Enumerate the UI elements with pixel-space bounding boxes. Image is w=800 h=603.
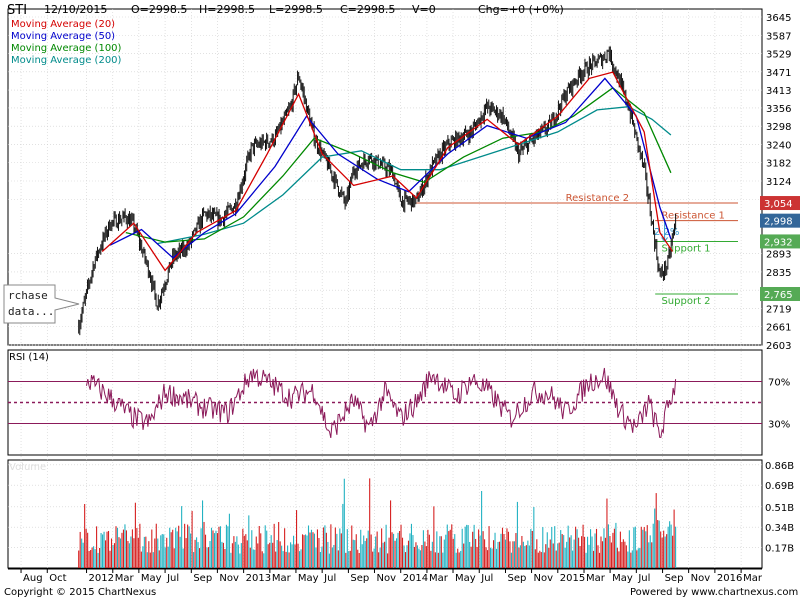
time-tick-label: 2014 [403, 573, 428, 584]
price-tag-label: 2,765 [764, 290, 793, 301]
low-value: L=2998.5 [269, 3, 323, 16]
price-tag-box [760, 234, 800, 249]
time-tick-label: Oct [49, 573, 66, 584]
time-tick-label: Mar [429, 573, 449, 584]
price-tick-label: 3645 [766, 13, 791, 24]
level-label: Resistance 1 [661, 211, 724, 222]
price-tick-label: 3529 [766, 50, 791, 61]
time-tick-label: Jul [480, 573, 493, 584]
time-tick-label: Mar [115, 573, 135, 584]
volume-tick-label: 0.34B [765, 523, 794, 534]
legend-ma200: Moving Average (200) [11, 55, 122, 66]
time-tick-label: Nov [219, 573, 239, 584]
rsi-tick-label: 70% [768, 378, 790, 389]
price-tag-label: 3,054 [764, 199, 793, 210]
price-tag-box [760, 196, 800, 211]
purchase-data-tooltip[interactable]: rchase data... [3, 284, 80, 324]
time-tick-label: 2013 [246, 573, 271, 584]
powered-by-link[interactable]: Powered by www.chartnexus.com [630, 587, 799, 598]
price-frame [7, 8, 763, 346]
change-value: Chg=+0 (+0%) [478, 3, 564, 16]
time-tick-label: Sep [193, 573, 212, 584]
time-tick-label: Jul [637, 573, 650, 584]
gap-annotation: 2.2% [654, 227, 679, 238]
price-tag-box [760, 287, 800, 302]
time-tick-label: 2016 [717, 573, 742, 584]
time-tick-label: 2015 [560, 573, 585, 584]
ma20-line [101, 71, 674, 272]
level-label: Support 1 [661, 243, 710, 254]
rsi-line [86, 367, 677, 439]
price-tick-label: 3587 [766, 31, 791, 42]
price-tick-label: 3413 [766, 86, 791, 97]
time-tick-label: Mar [272, 573, 292, 584]
price-tag-label: 2,998 [764, 217, 793, 228]
close-value: C=2998.5 [340, 3, 396, 16]
copyright-text: Copyright © 2015 ChartNexus [4, 587, 157, 598]
time-tick-label: Nov [376, 573, 396, 584]
time-tick-label: Sep [507, 573, 526, 584]
time-tick-label: May [612, 573, 633, 584]
gap-arrow-head [661, 237, 669, 243]
volume-panel: Volume [9, 462, 677, 568]
price-tick-label: 3471 [766, 68, 791, 79]
open-value: O=2998.5 [131, 3, 188, 16]
time-tick-label: 2012 [89, 573, 114, 584]
time-tick-label: Nov [534, 573, 554, 584]
time-tick-label: Mar [743, 573, 763, 584]
ma100-line [125, 86, 672, 243]
time-tick-label: Sep [665, 573, 684, 584]
tooltip-line2: data... [8, 305, 55, 318]
volume-title: Volume [9, 462, 46, 473]
time-tick-label: Jul [166, 573, 179, 584]
price-tick-label: 3298 [766, 122, 791, 133]
time-tick-label: May [141, 573, 162, 584]
axes: 3645 3587 3529 3471 3413 3356 3298 3240 3182 3124… [20, 13, 800, 584]
level-label: Resistance 2 [566, 193, 629, 204]
time-tick-label: Jul [323, 573, 336, 584]
price-tick-label: 3240 [766, 140, 791, 151]
rsi-tick-label: 30% [768, 420, 790, 431]
price-tick-label: 3124 [766, 177, 791, 188]
rsi-panel: RSI (14) [8, 352, 762, 439]
price-tick-label: 2661 [766, 323, 791, 334]
price-tag-box [760, 213, 800, 228]
price-tick-label: 3182 [766, 159, 791, 170]
legend-ma100: Moving Average (100) [11, 43, 122, 54]
high-value: H=2998.5 [199, 3, 255, 16]
tooltip-line1: rchase [8, 289, 48, 302]
date-label: 12/10/2015 [44, 3, 108, 16]
volume-tick-label: 0.51B [765, 503, 794, 514]
rsi-title: RSI (14) [9, 352, 49, 363]
legend-ma50: Moving Average (50) [11, 31, 116, 42]
volume-value: V=0 [412, 3, 436, 16]
volume-tick-label: 0.69B [765, 481, 794, 492]
volume-tick-label: 0.86B [765, 461, 794, 472]
level-label: Support 2 [661, 296, 710, 307]
time-tick-label: Mar [586, 573, 606, 584]
time-tick-label: Aug [23, 573, 43, 584]
price-tick-label: 2835 [766, 268, 791, 279]
legend-ma20: Moving Average (20) [11, 19, 116, 30]
time-tick-label: Sep [350, 573, 369, 584]
volume-tick-label: 0.17B [765, 544, 794, 555]
price-tick-label: 2719 [766, 304, 791, 315]
time-tick-label: Nov [691, 573, 711, 584]
ma200-line [157, 106, 672, 245]
price-tick-label: 2603 [766, 341, 791, 352]
time-tick-label: May [455, 573, 476, 584]
symbol-label: STI [7, 3, 28, 18]
price-tick-label: 2893 [766, 250, 791, 261]
ma50-line [109, 77, 672, 259]
price-tag-label: 2,932 [764, 237, 793, 248]
price-panel: Resistance 2 Resistance 1 Support 1 Support… [78, 46, 738, 336]
price-tick-label: 3356 [766, 104, 791, 115]
time-tick-label: May [298, 573, 319, 584]
